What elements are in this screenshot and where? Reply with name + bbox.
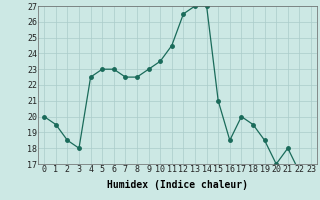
X-axis label: Humidex (Indice chaleur): Humidex (Indice chaleur) [107, 180, 248, 190]
